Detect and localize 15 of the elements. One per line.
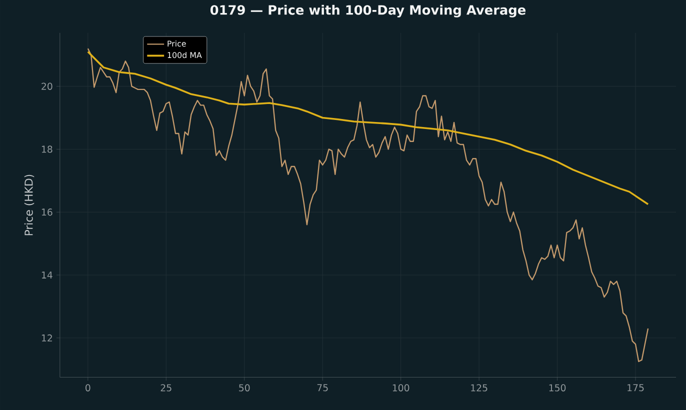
x-tick-label: 175 — [628, 384, 644, 392]
x-tick-label: 100 — [392, 384, 410, 392]
x-tick-label: 0 — [86, 384, 90, 392]
x-tick-label: 75 — [317, 384, 328, 392]
y-tick-label: 16 — [42, 208, 52, 216]
y-tick-label: 14 — [42, 272, 52, 278]
y-axis-title: Price (HKD) — [24, 174, 34, 236]
y-tick-label: 18 — [42, 146, 52, 153]
y-tick-label: 12 — [42, 334, 52, 342]
x-tick-label: 125 — [471, 384, 488, 392]
x-tick-label: 50 — [239, 384, 250, 392]
y-tick-label: 20 — [42, 82, 52, 90]
x-tick-label: 25 — [160, 384, 172, 392]
x-tick-label: 150 — [549, 384, 566, 392]
chart-title: 0179 — Price with 100-Day Moving Average — [210, 4, 526, 18]
